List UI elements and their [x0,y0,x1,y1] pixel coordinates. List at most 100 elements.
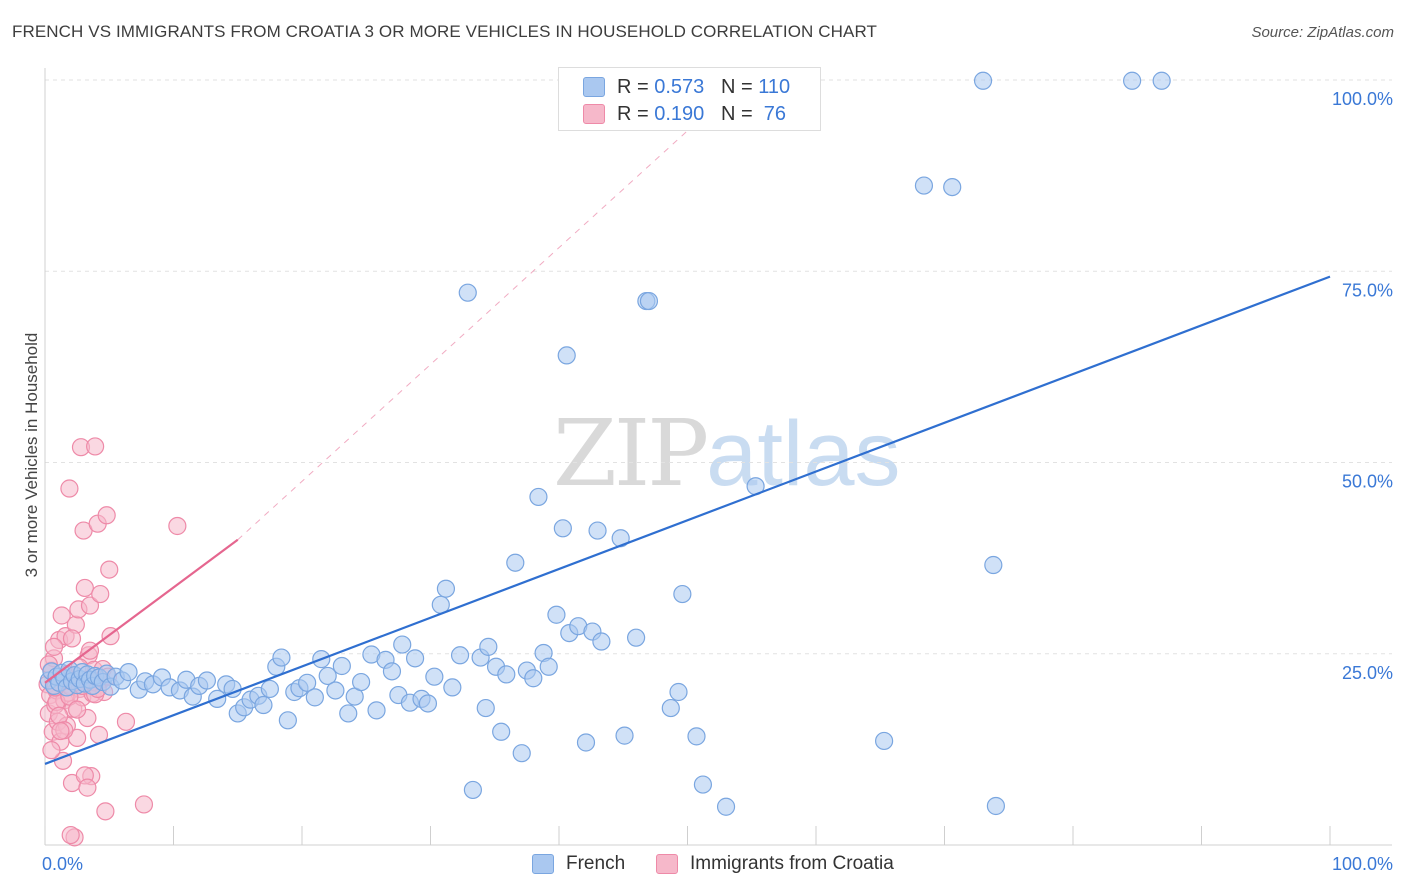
croatia-point-51 [42,741,61,760]
french-point-55 [332,656,351,676]
french-point-50 [298,673,317,692]
croatia-point-45 [96,802,115,821]
croatia-point-73 [61,825,80,845]
n-label: N = [720,75,759,98]
french-point-103 [661,698,680,718]
french-point-117 [1152,71,1171,90]
trend-line-croatia-solid [44,538,239,684]
french-point-105 [673,584,692,604]
croatia-point-33 [80,596,100,615]
french-point-62 [382,662,402,681]
french-point-94 [576,733,596,752]
french-point-106 [687,727,706,746]
r-value-croatia: 0.190 [654,102,705,125]
french-point-69 [425,667,444,686]
french-point-74 [458,283,477,302]
french-point-43 [254,695,273,715]
french-point-99 [615,726,634,745]
y-tick-label-25: 25.0% [1342,663,1393,683]
french-point-80 [492,722,511,741]
french-point-25 [119,663,138,682]
french-point-73 [450,646,470,665]
grid-lines [45,79,1392,655]
french-point-53 [318,666,337,686]
french-points [39,71,1171,816]
n-value-french: 110 [758,75,791,98]
legend-label-croatia: Immigrants from Croatia [690,853,894,874]
french-point-111 [914,176,934,195]
trend-line-croatia-dashed [237,71,753,541]
n-label: N = [720,102,759,125]
french-point-58 [352,672,371,692]
chart-title: FRENCH VS IMMIGRANTS FROM CROATIA 3 OR M… [12,22,878,41]
legend-swatch-croatia [583,104,605,124]
french-point-110 [875,731,894,751]
legend-item-croatia[interactable]: Immigrants from Croatia [656,851,894,877]
croatia-point-41 [91,584,110,604]
n-value-croatia: 76 [758,102,787,125]
french-point-51 [305,688,324,707]
french-point-47 [278,711,297,730]
french-point-97 [592,632,611,651]
watermark: ZIPatlas [553,400,901,507]
x-tick-label-100: 100.0% [1332,854,1393,874]
croatia-point-46 [97,506,116,525]
stats-legend: R = 0.573 N = 110 R = 0.190 N = 76 [558,67,821,131]
legend-row-croatia: R = 0.190 N = 76 [559,101,820,127]
r-label: R = [617,75,655,98]
french-point-66 [405,649,425,668]
croatia-point-70 [116,712,136,731]
legend-item-french[interactable]: French [532,851,625,877]
x-tick-label-0: 0.0% [42,854,83,874]
french-point-60 [367,701,386,720]
french-point-91 [557,346,576,365]
french-point-108 [716,797,736,816]
french-point-114 [984,555,1003,575]
legend-label-french: French [566,853,626,874]
french-point-96 [588,521,607,540]
french-point-56 [339,704,358,723]
french-point-64 [393,635,412,654]
croatia-point-59 [62,629,82,648]
french-point-90 [553,519,572,538]
trend-lines [44,71,1331,765]
french-point-102 [639,291,659,311]
tick-labels: 25.0% 50.0% 75.0% 100.0% 0.0% 100.0% [42,89,1393,874]
croatia-point-48 [100,560,119,579]
french-point-100 [626,628,646,647]
french-point-68 [418,694,438,713]
trend-line-french-solid [44,275,1331,765]
legend-swatch-french [583,77,605,97]
y-tick-label-75: 75.0% [1342,280,1393,300]
french-point-77 [476,698,495,718]
french-point-81 [497,665,516,684]
croatia-point-71 [134,795,154,814]
r-value-french: 0.573 [654,75,705,98]
french-point-44 [260,679,279,699]
croatia-point-29 [75,578,94,598]
legend-swatch-croatia [656,854,678,874]
french-point-107 [693,775,713,794]
croatia-point-37 [86,437,105,456]
watermark-atlas: atlas [706,403,901,505]
croatia-point-55 [52,606,71,625]
french-point-54 [326,681,345,700]
axes [44,68,1392,846]
french-point-113 [973,71,993,90]
croatia-point-65 [78,778,97,797]
legend-row-french: R = 0.573 N = 110 [559,74,820,100]
french-point-46 [272,648,291,667]
croatia-points [38,437,187,847]
french-point-116 [1123,71,1142,90]
french-point-112 [943,178,962,197]
y-tick-label-100: 100.0% [1332,89,1393,109]
croatia-point-72 [168,516,187,536]
french-point-104 [669,682,688,702]
french-point-82 [506,553,525,572]
croatia-point-61 [68,700,87,719]
french-point-83 [512,744,531,763]
french-point-78 [479,637,498,656]
watermark-zip: ZIP [553,400,709,507]
legend-swatch-french [532,854,554,874]
